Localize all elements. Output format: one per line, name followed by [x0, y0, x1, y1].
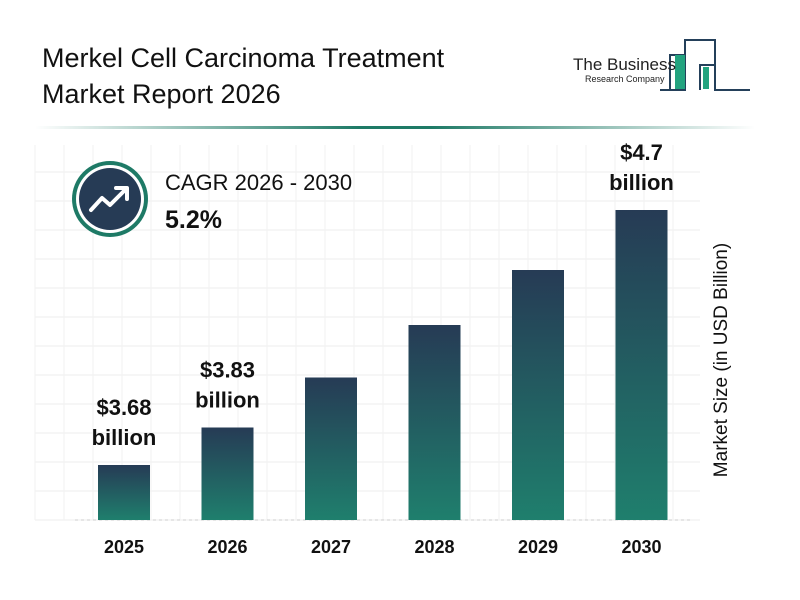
cagr-icon [72, 161, 148, 237]
data-label-value: $3.68 [96, 395, 151, 420]
bar-2026 [201, 427, 254, 520]
x-tick-label: 2027 [311, 537, 351, 557]
logo-buildings-icon [660, 39, 750, 91]
logo-subtext: Research Company [585, 74, 665, 84]
bar-2029 [512, 270, 564, 520]
divider [35, 126, 755, 129]
logo: The Business Research Company [565, 35, 755, 95]
y-axis-label: Market Size (in USD Billion) [711, 242, 732, 478]
data-label-value: $4.7 [620, 140, 663, 165]
bar-2025 [98, 465, 150, 520]
data-label-unit: billion [92, 425, 157, 450]
x-tick-label: 2030 [621, 537, 661, 557]
x-tick-label: 2026 [207, 537, 247, 557]
logo-text: The Business [573, 55, 676, 74]
x-tick-label: 2029 [518, 537, 558, 557]
bar-2030 [615, 210, 668, 520]
x-tick-label: 2025 [104, 537, 144, 557]
page-title: Merkel Cell Carcinoma Treatment Market R… [42, 43, 445, 109]
bar-2027 [305, 377, 357, 520]
x-tick-label: 2028 [414, 537, 454, 557]
trending-up-icon [89, 186, 129, 212]
data-label-value: $3.83 [200, 358, 255, 383]
cagr-label: CAGR 2026 - 2030 [165, 170, 353, 195]
cagr-value: 5.2% [165, 206, 222, 234]
data-label-unit: billion [195, 388, 260, 413]
data-label-unit: billion [609, 170, 674, 195]
bar-2028 [408, 325, 461, 520]
